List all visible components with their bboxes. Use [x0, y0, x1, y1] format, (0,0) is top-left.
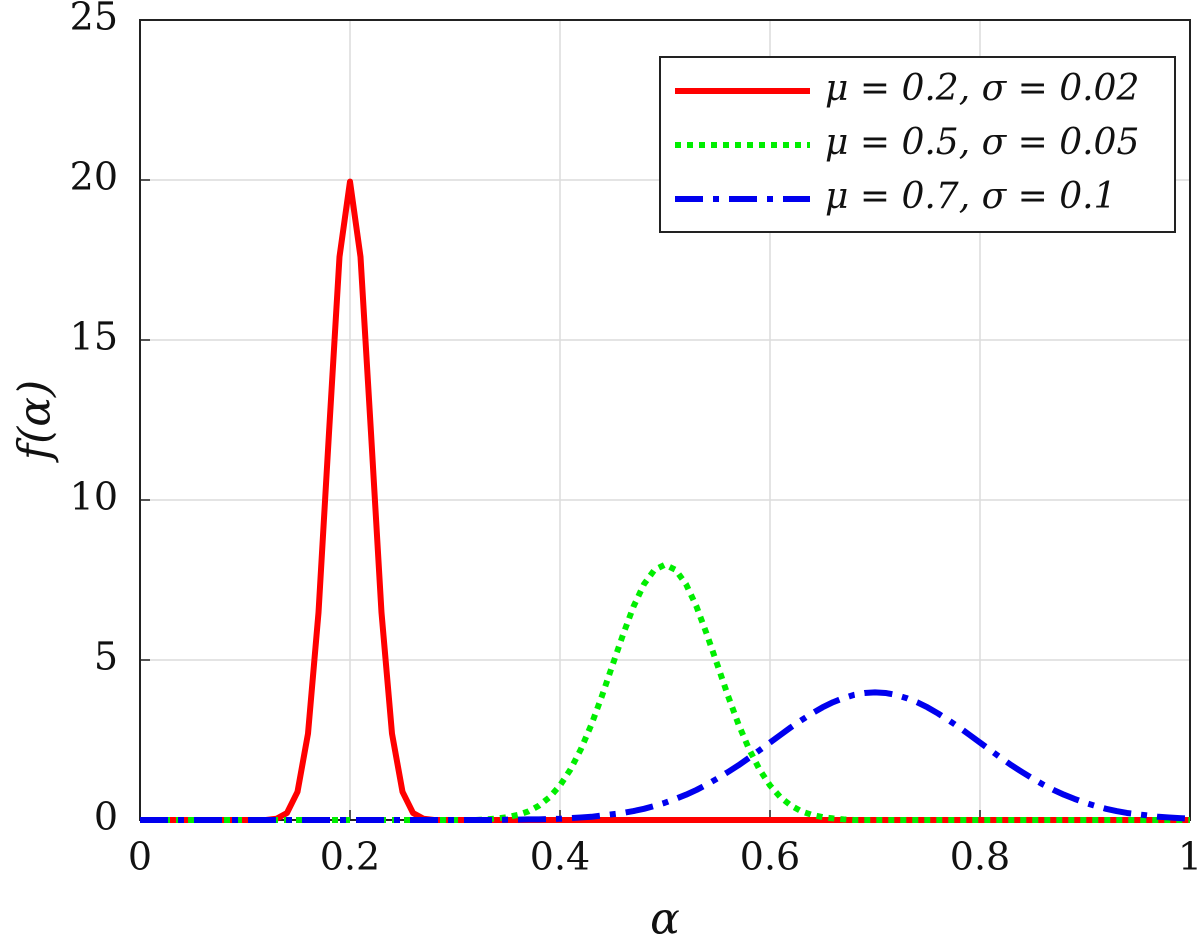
legend-box [659, 56, 1176, 233]
y-tick-label: 0 [94, 795, 118, 839]
legend-label: μ = 0.5, σ = 0.05 [825, 122, 1139, 163]
y-tick-label: 20 [70, 155, 118, 199]
series-line [140, 178, 1190, 823]
x-tick-label: 0.4 [530, 835, 590, 879]
y-axis-label: f(α) [10, 380, 61, 463]
x-tick-label: 0.2 [320, 835, 380, 879]
x-tick-label: 1 [1178, 835, 1200, 879]
legend: μ = 0.2, σ = 0.02 μ = 0.5, σ = 0.05 μ = 0.… [659, 56, 1176, 233]
series-line [140, 689, 1191, 823]
legend-label: μ = 0.2, σ = 0.02 [825, 68, 1139, 109]
x-tick-label: 0 [128, 835, 152, 879]
x-tick-label: 0.6 [740, 835, 800, 879]
y-tick-label: 10 [70, 475, 118, 519]
y-tick-label: 5 [94, 635, 118, 679]
y-tick-label: 15 [70, 315, 118, 359]
legend-label: μ = 0.7, σ = 0.1 [825, 176, 1116, 217]
x-tick-label: 0.8 [950, 835, 1010, 879]
x-axis-label: α [650, 894, 680, 945]
y-tick-label: 25 [70, 0, 118, 39]
